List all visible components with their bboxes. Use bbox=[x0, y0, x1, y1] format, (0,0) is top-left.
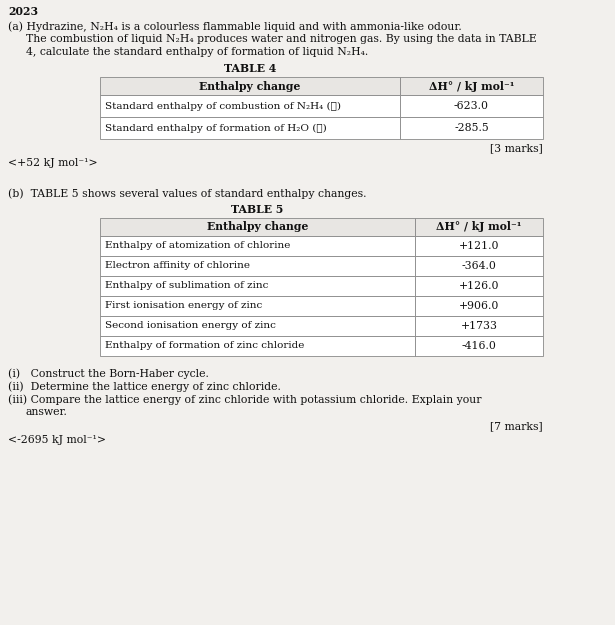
Bar bbox=[415, 336, 543, 356]
Text: answer.: answer. bbox=[26, 407, 68, 417]
Text: <+52 kJ mol⁻¹>: <+52 kJ mol⁻¹> bbox=[8, 158, 98, 168]
Text: (i)   Construct the Born-Haber cycle.: (i) Construct the Born-Haber cycle. bbox=[8, 368, 209, 379]
Text: 2023: 2023 bbox=[8, 6, 38, 17]
Bar bbox=[415, 236, 543, 256]
Text: Enthalpy of formation of zinc chloride: Enthalpy of formation of zinc chloride bbox=[105, 341, 304, 351]
Text: +126.0: +126.0 bbox=[459, 281, 499, 291]
Text: Enthalpy of atomization of chlorine: Enthalpy of atomization of chlorine bbox=[105, 241, 290, 251]
Text: +906.0: +906.0 bbox=[459, 301, 499, 311]
Text: TABLE 5: TABLE 5 bbox=[231, 204, 284, 215]
Bar bbox=[100, 256, 415, 276]
Text: ΔH° / kJ mol⁻¹: ΔH° / kJ mol⁻¹ bbox=[429, 81, 514, 91]
Text: (ii)  Determine the lattice energy of zinc chloride.: (ii) Determine the lattice energy of zin… bbox=[8, 381, 281, 391]
Bar bbox=[415, 276, 543, 296]
Text: -416.0: -416.0 bbox=[462, 341, 496, 351]
Text: +1733: +1733 bbox=[461, 321, 498, 331]
Text: Enthalpy change: Enthalpy change bbox=[207, 221, 308, 232]
Bar bbox=[100, 95, 400, 117]
Text: (a) Hydrazine, N₂H₄ is a colourless flammable liquid and with ammonia-like odour: (a) Hydrazine, N₂H₄ is a colourless flam… bbox=[8, 21, 462, 31]
Text: -285.5: -285.5 bbox=[454, 123, 489, 133]
Text: Standard enthalpy of combustion of N₂H₄ (ℓ): Standard enthalpy of combustion of N₂H₄ … bbox=[105, 101, 341, 111]
Bar bbox=[415, 256, 543, 276]
Text: TABLE 4: TABLE 4 bbox=[224, 63, 276, 74]
Bar bbox=[400, 95, 543, 117]
Text: (b)  TABLE 5 shows several values of standard enthalpy changes.: (b) TABLE 5 shows several values of stan… bbox=[8, 188, 367, 199]
Text: [7 marks]: [7 marks] bbox=[490, 421, 543, 431]
Bar bbox=[100, 336, 415, 356]
Bar bbox=[100, 276, 415, 296]
Text: -623.0: -623.0 bbox=[454, 101, 489, 111]
Text: Standard enthalpy of formation of H₂O (ℓ): Standard enthalpy of formation of H₂O (ℓ… bbox=[105, 124, 327, 132]
Text: (iii) Compare the lattice energy of zinc chloride with potassium chloride. Expla: (iii) Compare the lattice energy of zinc… bbox=[8, 394, 482, 404]
Text: ΔH° / kJ mol⁻¹: ΔH° / kJ mol⁻¹ bbox=[436, 221, 522, 232]
Text: <-2695 kJ mol⁻¹>: <-2695 kJ mol⁻¹> bbox=[8, 435, 106, 445]
Bar bbox=[415, 316, 543, 336]
Bar bbox=[415, 218, 543, 236]
Text: Enthalpy of sublimation of zinc: Enthalpy of sublimation of zinc bbox=[105, 281, 268, 291]
Text: +121.0: +121.0 bbox=[459, 241, 499, 251]
Bar bbox=[400, 117, 543, 139]
Text: First ionisation energy of zinc: First ionisation energy of zinc bbox=[105, 301, 262, 311]
Text: Electron affinity of chlorine: Electron affinity of chlorine bbox=[105, 261, 250, 271]
Bar bbox=[100, 236, 415, 256]
Text: Second ionisation energy of zinc: Second ionisation energy of zinc bbox=[105, 321, 276, 331]
Bar bbox=[400, 77, 543, 95]
Bar bbox=[415, 296, 543, 316]
Bar bbox=[100, 117, 400, 139]
Text: Enthalpy change: Enthalpy change bbox=[199, 81, 301, 91]
Text: -364.0: -364.0 bbox=[462, 261, 496, 271]
Bar bbox=[100, 218, 415, 236]
Bar bbox=[100, 316, 415, 336]
Text: 4, calculate the standard enthalpy of formation of liquid N₂H₄.: 4, calculate the standard enthalpy of fo… bbox=[26, 47, 368, 57]
Text: [3 marks]: [3 marks] bbox=[490, 143, 543, 153]
Bar bbox=[100, 77, 400, 95]
Bar bbox=[100, 296, 415, 316]
Text: The combustion of liquid N₂H₄ produces water and nitrogen gas. By using the data: The combustion of liquid N₂H₄ produces w… bbox=[26, 34, 537, 44]
